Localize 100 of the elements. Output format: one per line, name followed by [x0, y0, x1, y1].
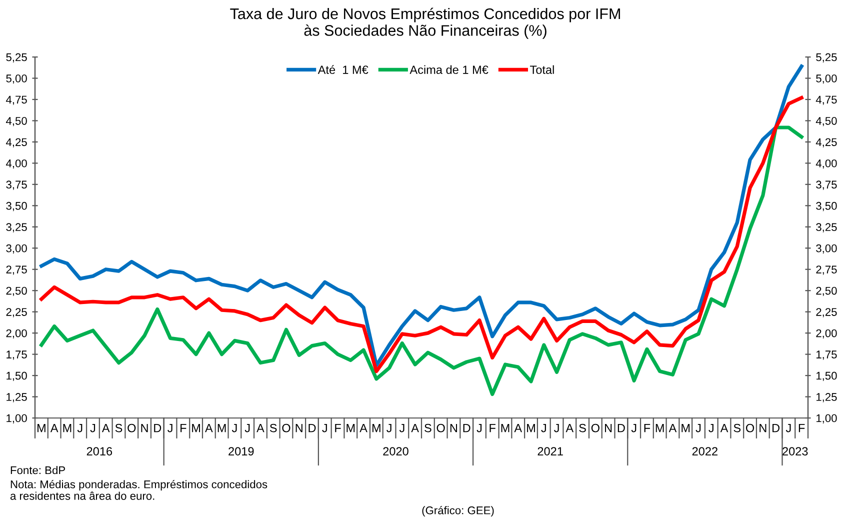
x-tick-label: S [270, 424, 277, 432]
text: 2022 [692, 447, 718, 456]
y2-tick-label: 3,25 [816, 223, 837, 232]
x-tick-label: A [514, 424, 522, 432]
text: 2019 [228, 447, 254, 456]
x-tick-label: J [476, 424, 482, 432]
y2-tick-label: 4,00 [816, 159, 837, 169]
y2-tick-label: 2,00 [816, 329, 837, 339]
x-tick-label: M [346, 424, 355, 432]
x-tick-label: M [372, 424, 380, 432]
y-tick-label: 1,50 [6, 372, 27, 381]
x-tick-label: D [308, 424, 316, 432]
y2-tick-label: 4,75 [816, 96, 837, 105]
y2-tick-label: 2,50 [816, 286, 837, 296]
legend-label: Acima de 1 M€ [410, 65, 488, 74]
x-tick-label: S [115, 424, 122, 432]
x-tick-label: M [63, 424, 72, 432]
x-tick-label: D [772, 424, 780, 432]
x-tick-label: J [631, 424, 636, 432]
y-tick-label: 4,00 [6, 159, 27, 169]
x-tick-label: O [746, 424, 754, 432]
x-tick-label: J [168, 424, 172, 432]
y-tick-label: 5,25 [6, 53, 27, 62]
x-tick-label: D [154, 424, 162, 432]
y-tick-label: 1,00 [6, 414, 27, 424]
x-tick-label: A [668, 424, 677, 432]
x-tick-label: A [102, 424, 110, 432]
y2-tick-label: 4,25 [816, 138, 837, 148]
text: Nota: Médias ponderadas. Empréstimos concedidos a residentes na ârea do euro. [10, 480, 268, 500]
x-tick-label: M [192, 424, 200, 432]
y2-tick-label: 2,25 [816, 308, 837, 318]
x-tick-label: J [244, 424, 250, 432]
x-tick-label: A [566, 424, 574, 432]
y-tick-label: 3,25 [6, 223, 27, 232]
x-tick-label: O [128, 424, 136, 432]
x-tick-label: M [501, 424, 510, 432]
x-tick-label: F [180, 424, 186, 432]
x-tick-label: N [605, 424, 612, 432]
legend-label: Total [530, 65, 554, 74]
x-tick-label: F [798, 424, 805, 432]
x-tick-label: A [360, 424, 368, 432]
y-tick-label: 1,75 [6, 350, 27, 360]
y2-tick-label: 5,25 [816, 53, 837, 62]
y2-tick-label: 2,75 [816, 266, 837, 275]
x-tick-label: A [256, 424, 264, 432]
y-tick-label: 2,50 [6, 286, 27, 296]
x-tick-label: J [386, 424, 392, 432]
x-tick-label: D [463, 424, 470, 432]
x-tick-label: N [141, 424, 148, 432]
y2-tick-label: 3,50 [816, 202, 837, 212]
text: 2021 [538, 447, 563, 456]
x-tick-label: J [786, 424, 791, 432]
x-tick-label: M [527, 424, 535, 432]
text: 2023 [782, 447, 808, 456]
x-tick-label: J [696, 424, 701, 432]
text: 2020 [383, 447, 408, 456]
x-tick-label: J [554, 424, 559, 432]
y2-tick-label: 1,25 [816, 393, 837, 402]
x-tick-label: J [541, 424, 546, 432]
x-tick-label: F [335, 424, 341, 432]
text: 2016 [86, 447, 112, 456]
y2-tick-label: 1,75 [816, 350, 837, 360]
y2-tick-label: 5,00 [816, 74, 837, 84]
x-tick-label: S [424, 424, 432, 432]
y-tick-label: 1,25 [6, 393, 27, 402]
legend-label: Até 1 M€ [318, 65, 368, 74]
x-tick-label: M [37, 424, 46, 432]
x-tick-label: J [708, 424, 714, 432]
x-tick-label: N [296, 424, 302, 432]
x-tick-label: A [50, 424, 58, 432]
y2-tick-label: 3,00 [816, 244, 837, 254]
x-tick-label: J [399, 424, 404, 432]
x-tick-label: J [232, 424, 237, 432]
y-tick-label: 3,00 [6, 244, 27, 254]
x-tick-label: J [77, 424, 82, 432]
y2-tick-label: 3,75 [816, 180, 837, 190]
x-tick-label: M [218, 424, 226, 432]
y-tick-label: 2,00 [6, 329, 27, 339]
y-tick-label: 4,75 [6, 96, 27, 105]
text: (Gráfico: GEE) [422, 506, 494, 516]
x-tick-label: O [591, 424, 600, 432]
x-tick-label: A [205, 424, 213, 432]
x-tick-label: N [760, 424, 766, 432]
chart-title: Taxa de Juro de Novos Empréstimos Concedidos por IFM às Sociedades Não Financeiras (%) [230, 8, 620, 39]
y-tick-label: 2,25 [6, 308, 27, 318]
y-tick-label: 5,00 [6, 74, 27, 84]
y2-tick-label: 1,00 [816, 414, 837, 424]
x-tick-label: J [322, 424, 327, 432]
y-tick-label: 4,50 [6, 116, 27, 126]
x-tick-label: S [579, 424, 586, 432]
y-tick-label: 3,75 [6, 180, 27, 190]
y2-tick-label: 1,50 [816, 372, 837, 381]
x-tick-label: A [411, 424, 419, 432]
x-tick-label: N [450, 424, 458, 432]
y-tick-label: 4,25 [6, 138, 27, 148]
y-tick-label: 3,50 [6, 202, 27, 212]
y2-tick-label: 4,50 [816, 116, 837, 126]
x-tick-label: F [644, 424, 650, 432]
x-tick-label: S [734, 424, 741, 432]
x-tick-label: M [656, 424, 664, 432]
